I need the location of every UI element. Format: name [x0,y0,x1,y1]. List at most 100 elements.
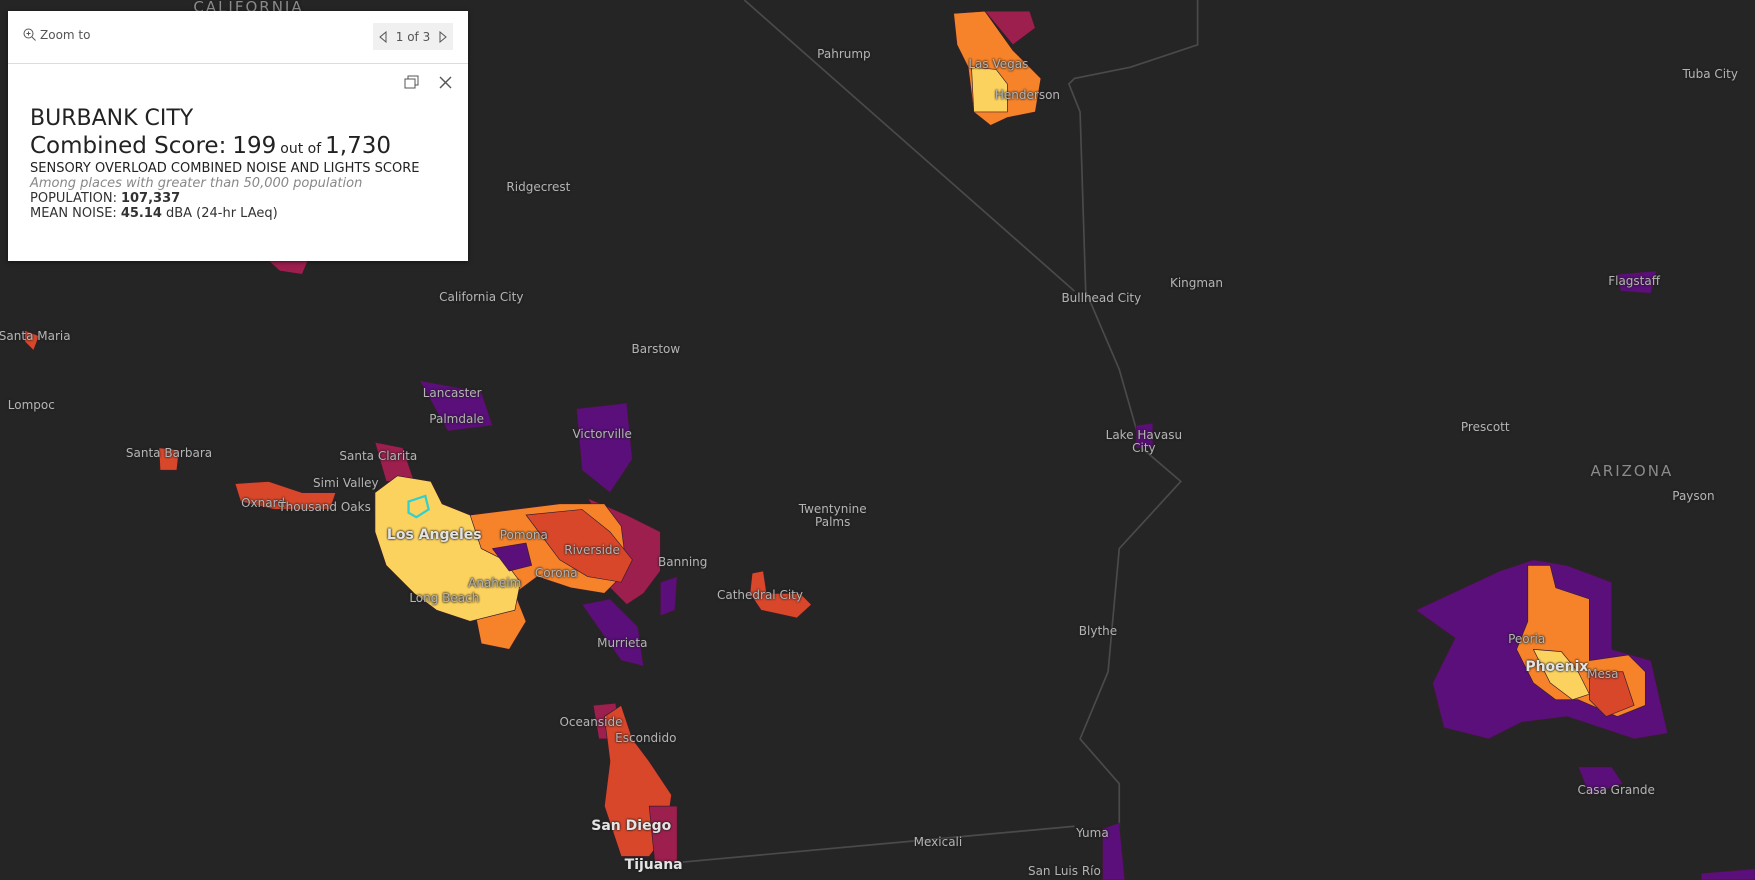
place-label: Escondido [615,730,677,745]
place-label: Tuba City [1682,66,1738,81]
place-label: Los Angeles [386,527,482,544]
place-label: Mesa [1587,666,1619,681]
place-label: Prescott [1460,419,1510,434]
place-label: Oxnard [241,495,285,510]
region [525,509,633,583]
subtitle: SENSORY OVERLOAD COMBINED NOISE AND LIGH… [30,161,420,176]
popup-actions [404,74,452,93]
state-border [1067,0,1199,829]
noise: 45.14 [120,206,162,221]
region [984,10,1036,46]
region [576,402,633,494]
pager-text: 1 of 3 [395,29,431,44]
region [374,475,521,622]
noise-row: MEAN NOISE: 45.14 dBA (24-hr LAeq) [30,206,446,221]
place-label: Banning [658,555,708,570]
place-label: Lompoc [7,398,55,413]
region [234,481,337,510]
place-label: Payson [1672,488,1715,503]
state-border [743,0,1076,292]
place-label: Santa Barbara [125,446,213,461]
place-label: Simi Valley [313,475,379,490]
score-line: Combined Score: 199 out of 1,730 [30,133,446,159]
region [1102,822,1126,880]
population: 107,337 [120,191,181,206]
region [1589,671,1635,717]
place-label: Blythe [1078,624,1118,639]
zoom-to-button[interactable]: Zoom to [23,28,90,42]
place-label: Ridgecrest [506,179,571,194]
place-label: Peoria [1508,632,1546,647]
place-label: Henderson [994,88,1061,103]
place-label: Santa Maria [0,328,71,343]
score-label: Combined Score: [30,133,227,159]
pager: 1 of 3 [373,23,453,50]
popup-title: BURBANK CITY [30,106,194,131]
selected-region[interactable] [407,494,430,519]
place-label: Pomona [499,528,548,543]
place-label: Santa Clarita [339,448,418,463]
region [1616,270,1657,294]
region [581,598,644,667]
place-label: Lancaster [422,385,482,400]
region [24,329,40,352]
place-label: Pahrump [817,46,871,61]
popup: Zoom to 1 of 3 BURBANK CITY Combined Sco… [8,11,468,261]
place-label: Lake Havasu City [1105,428,1183,456]
popup-header: Zoom to 1 of 3 [8,11,468,64]
place-label: San Diego [591,818,672,835]
place-label: Anaheim [468,576,522,591]
region [491,542,533,572]
total: 1,730 [325,133,391,159]
zoom-icon [23,28,36,41]
regions [24,10,1755,880]
noise-unit: dBA (24-hr LAeq) [165,206,278,221]
national-border [682,825,1075,863]
place-label: Flagstaff [1608,274,1661,289]
region [158,447,180,471]
place-label: Twentynine Palms [798,502,867,530]
note: Among places with greater than 50,000 po… [30,176,363,191]
place-label: Corona [534,566,578,581]
place-label: San Luis Río [1027,864,1101,879]
region [660,576,678,617]
region [749,570,812,619]
region [971,66,1008,113]
popup-body: BURBANK CITY Combined Score: 199 out of 1,7… [8,64,468,231]
score: 199 [232,133,277,159]
place-label: Bullhead City [1061,290,1142,305]
place-label: Tijuana [624,857,683,874]
place-label: Oceanside [559,715,623,730]
region [648,805,678,863]
region [1700,868,1755,880]
out-of: out of [280,141,322,157]
zoom-label: Zoom to [40,28,91,42]
previous-button[interactable] [379,30,387,43]
place-label: Kingman [1169,276,1224,291]
place-label: Riverside [564,542,620,557]
place-label: Palmdale [429,411,485,426]
region [267,260,309,275]
place-label: Thousand Oaks [278,500,371,515]
place-label: Victorville [572,427,632,442]
close-button[interactable] [439,76,452,89]
place-label: Barstow [631,342,681,357]
noise-label: MEAN NOISE: [30,206,117,221]
population-label: POPULATION: [30,191,117,206]
place-label: ARIZONA [1590,462,1674,481]
dock-button[interactable] [404,75,420,89]
next-button[interactable] [439,30,447,43]
place-label: Murrieta [597,635,648,650]
place-label: Las Vegas [968,56,1029,71]
place-label: Mexicali [913,834,963,849]
region [419,380,493,432]
place-label: Phoenix [1525,659,1589,676]
region [1577,766,1624,796]
population-row: POPULATION: 107,337 [30,191,446,206]
region [1135,422,1154,449]
boundaries [682,0,1199,863]
place-label: Yuma [1076,825,1109,840]
place-label: California City [439,289,524,304]
